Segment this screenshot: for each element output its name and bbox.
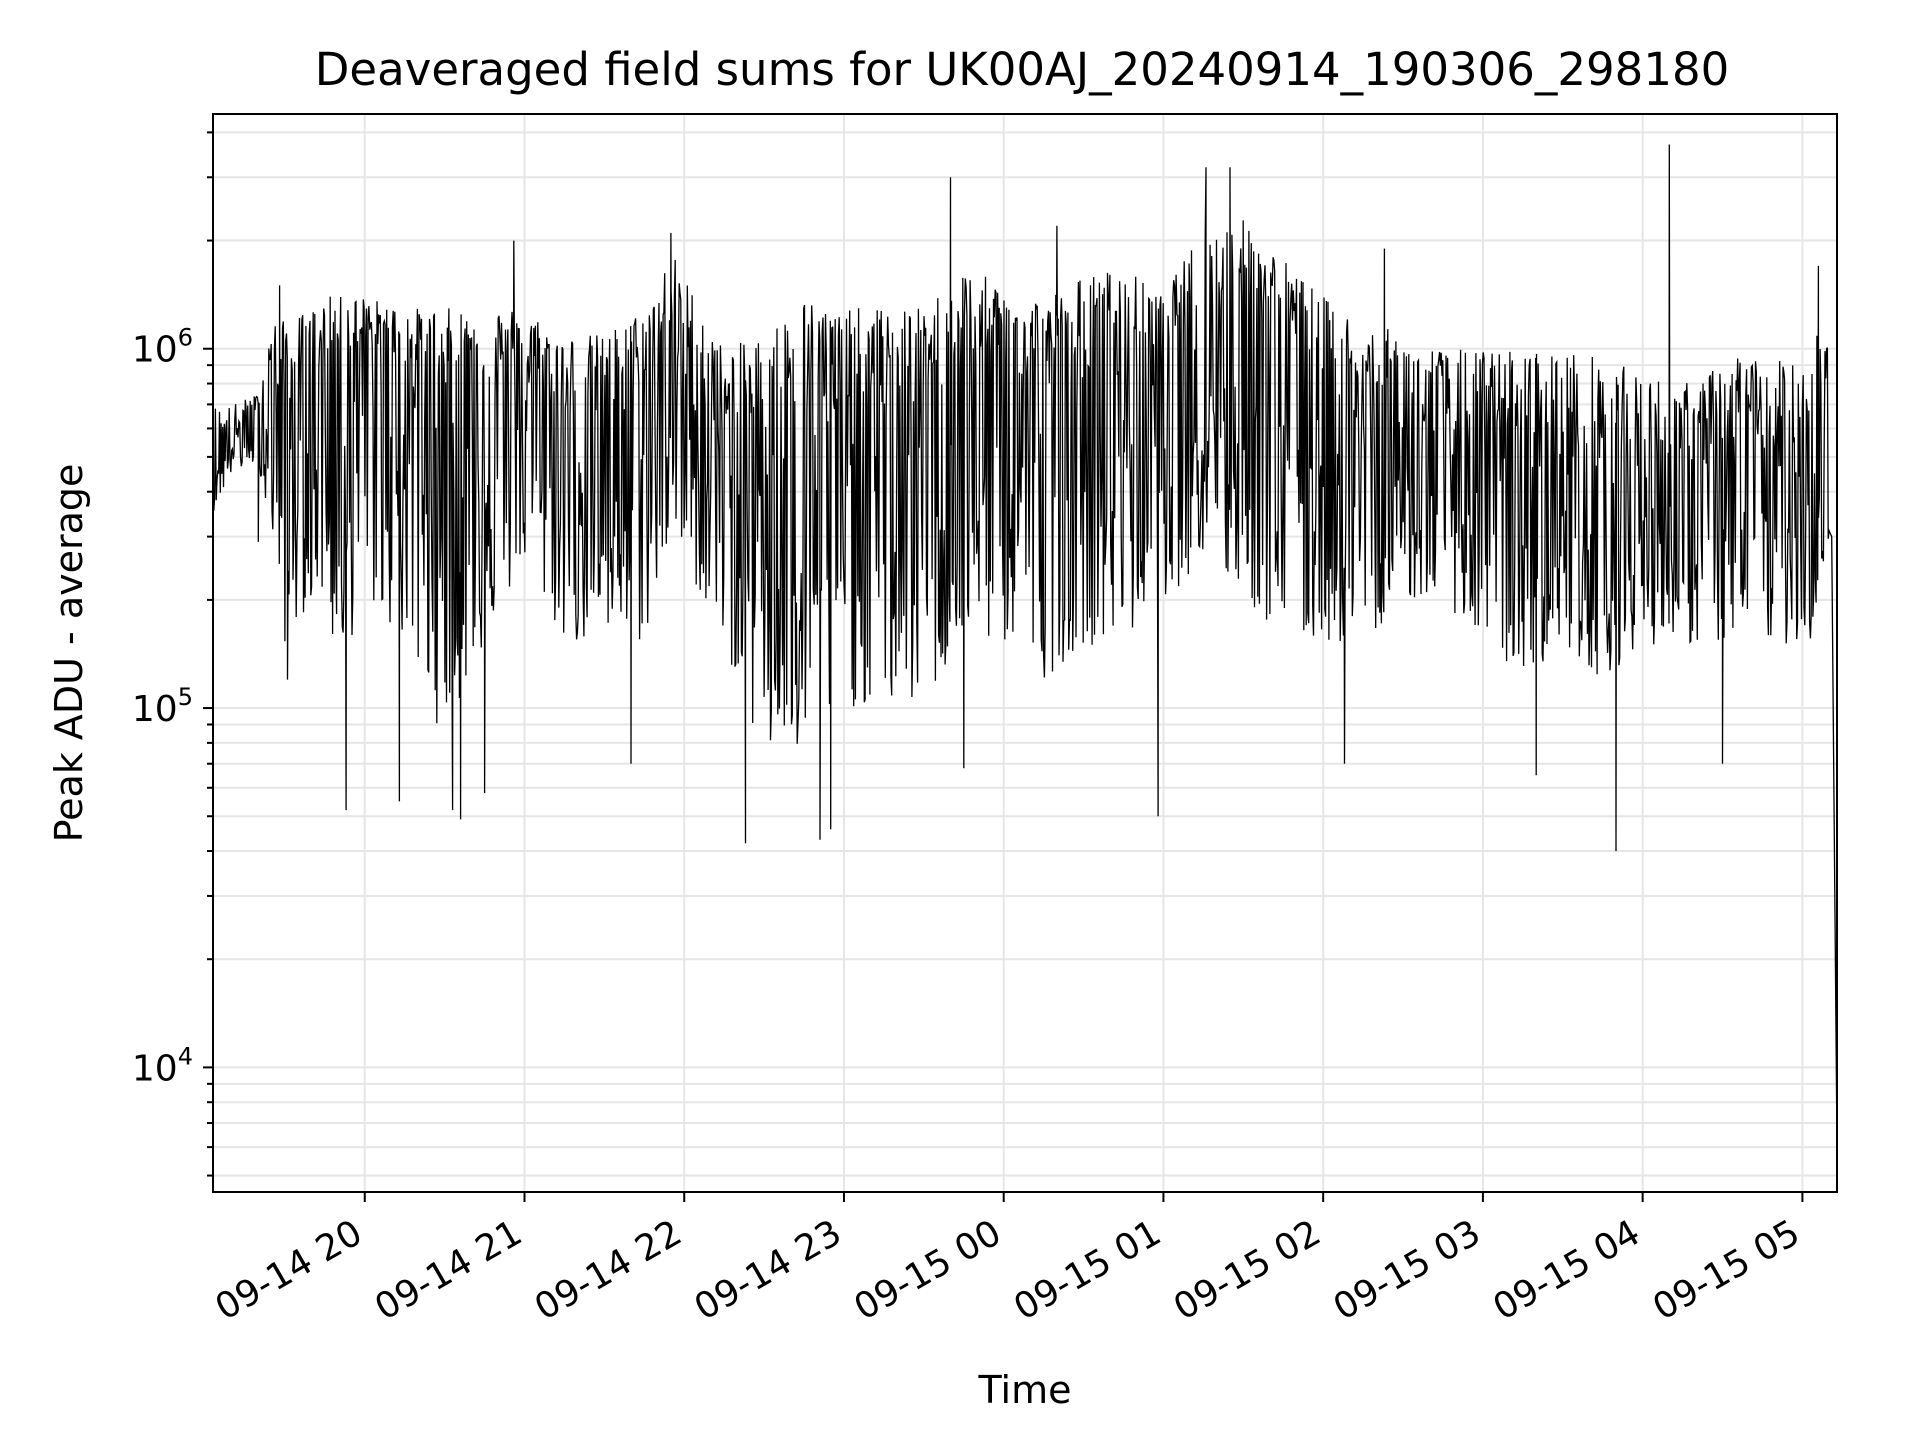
- series-line: [212, 144, 1838, 1148]
- x-axis-label: Time: [978, 1368, 1072, 1412]
- series-group: [212, 144, 1838, 1148]
- plot-frame: [212, 113, 1838, 1193]
- y-axis: 104 105 106: [132, 131, 213, 1177]
- y-axis-label: Peak ADU - average: [47, 464, 91, 843]
- y-tick-exponent: 4: [178, 1042, 193, 1070]
- chart-title: Deaveraged field sums for UK00AJ_2024091…: [315, 43, 1729, 96]
- y-tick-label: 104: [132, 1042, 193, 1089]
- y-tick-exponent: 6: [178, 324, 193, 352]
- y-tick-label: 105: [132, 683, 193, 730]
- y-tick-exponent: 5: [178, 683, 193, 711]
- y-tick-label: 106: [132, 324, 193, 371]
